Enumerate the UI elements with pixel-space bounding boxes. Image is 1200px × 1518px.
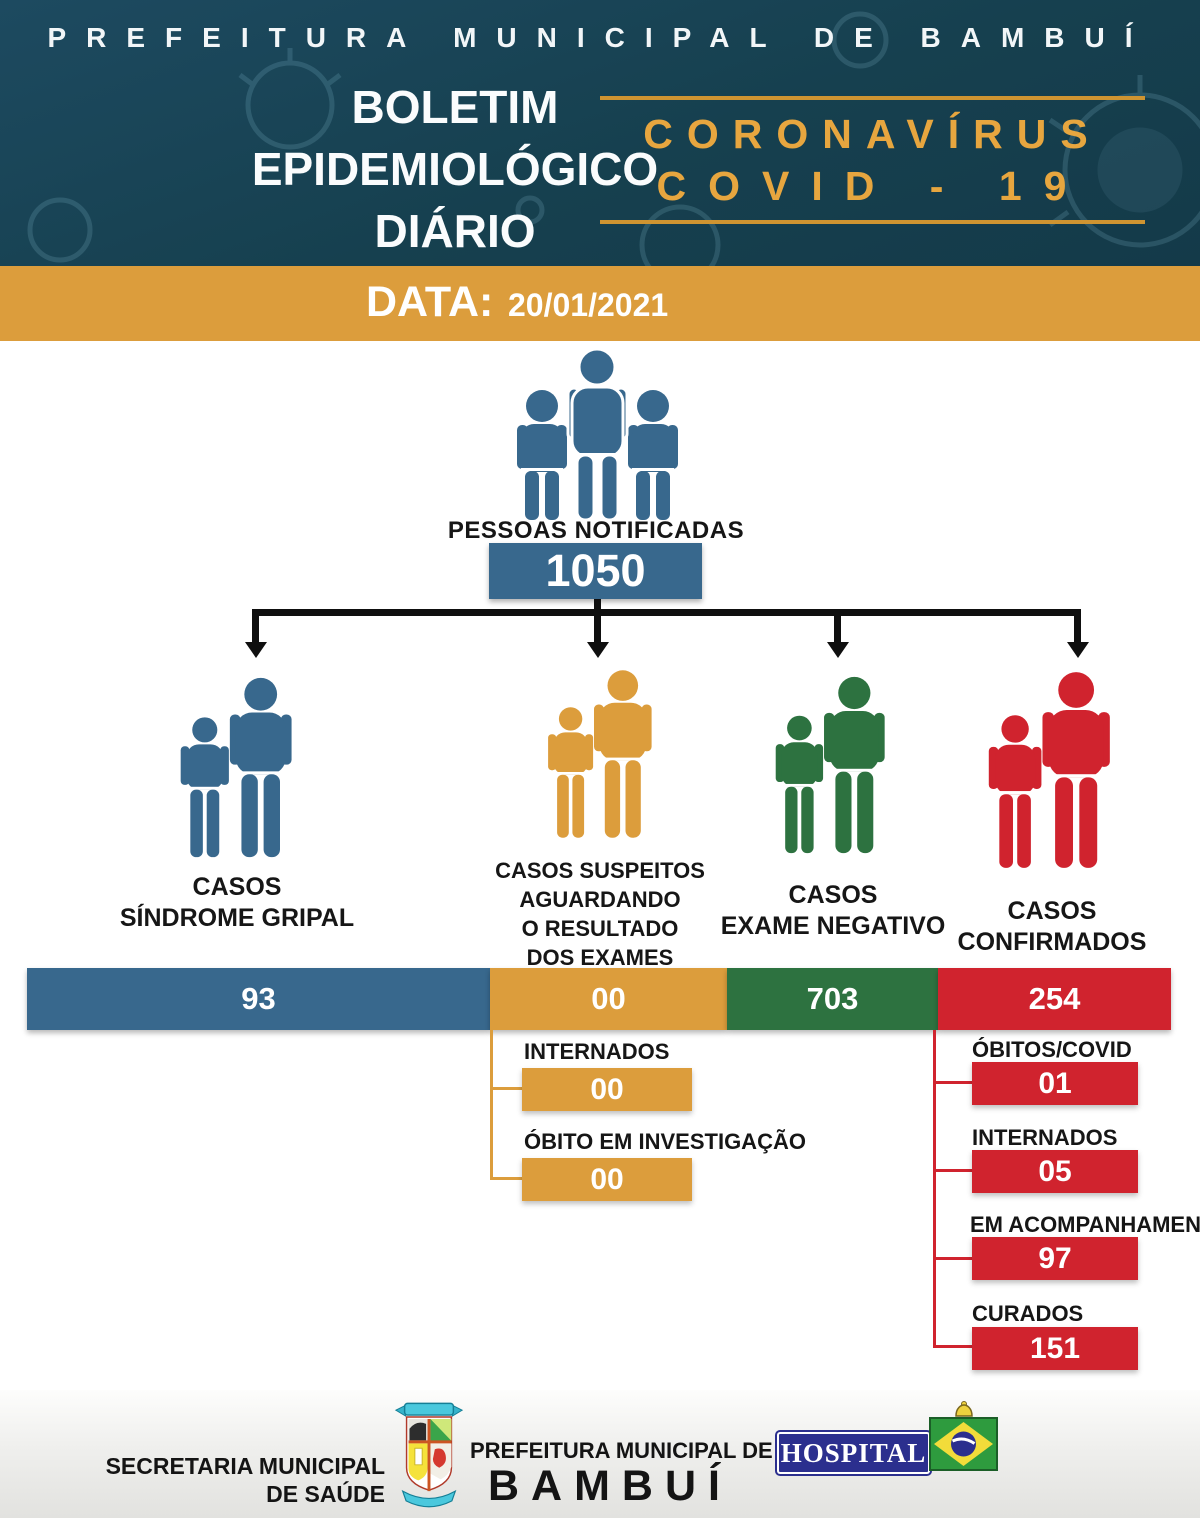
corona-title-line1: CORONAVÍRUS [643, 111, 1102, 157]
connector-root-stub [594, 599, 601, 611]
bambui-coat-of-arms-icon [394, 1402, 464, 1508]
label-line: CASOS [1007, 897, 1097, 925]
casos-sindrome-gripal-icon [180, 677, 292, 858]
label-line: CASOS [192, 873, 282, 901]
casos-confirmados-label: CASOS CONFIRMADOS [902, 896, 1200, 958]
label-line: CONFIRMADOS [957, 928, 1147, 956]
bulletin-title-line3: DIÁRIO [374, 205, 536, 257]
internados-confirmados-label: INTERNADOS [972, 1125, 1118, 1150]
casos-sindrome-gripal-label: CASOS SÍNDROME GRIPAL [87, 872, 387, 934]
corona-title-block: CORONAVÍRUS COVID - 19 [600, 96, 1145, 224]
suspeitos-connector-vertical [490, 1030, 493, 1180]
bulletin-title-line1: BOLETIM [351, 81, 559, 133]
date-value: 20/01/2021 [508, 287, 669, 323]
casos-suspeitos-value-bar: 00 [490, 968, 727, 1030]
root-value-box: 1050 [489, 543, 702, 599]
em-acompanhamento-label: EM ACOMPANHAMENTO [970, 1212, 1200, 1237]
header-banner: PREFEITURA MUNICIPAL DE BAMBUÍ BOLETIM E… [0, 0, 1200, 266]
label-line: O RESULTADO [521, 916, 679, 941]
arrow-down-icon [827, 642, 849, 658]
label-line: EXAME NEGATIVO [720, 912, 946, 940]
connector-drop-3 [834, 609, 841, 643]
suspeitos-connector-stub-1 [490, 1087, 522, 1090]
obito-investigacao-label: ÓBITO EM INVESTIGAÇÃO [524, 1129, 806, 1154]
casos-confirmados-value-bar: 254 [938, 968, 1171, 1030]
obitos-covid-value-box: 01 [972, 1062, 1138, 1105]
corona-title-line2: COVID - 19 [656, 163, 1089, 209]
connector-horizontal [252, 609, 1081, 616]
label-line: CASOS [788, 881, 878, 909]
corona-rule-bottom [600, 220, 1145, 224]
virus-decoration [27, 11, 1200, 266]
bulletin-title-line2: EPIDEMIOLÓGICO [251, 143, 659, 195]
corona-rule-top [600, 96, 1145, 100]
suspeitos-connector-stub-2 [490, 1177, 522, 1180]
casos-suspeitos-icon [548, 670, 652, 838]
connector-drop-4 [1074, 609, 1081, 643]
confirmados-connector-stub-3 [933, 1257, 972, 1260]
casos-confirmados-icon [988, 672, 1110, 868]
date-bar: DATA: 20/01/2021 [0, 266, 1200, 341]
confirmados-connector-stub-4 [933, 1345, 972, 1348]
label-line: DOS EXAMES [526, 945, 674, 970]
em-acompanhamento-value-box: 97 [972, 1237, 1138, 1280]
date-label: DATA: [366, 278, 494, 326]
obitos-covid-label: ÓBITOS/COVID [972, 1037, 1132, 1062]
confirmados-connector-stub-1 [933, 1081, 972, 1084]
casos-exame-negativo-icon [775, 676, 885, 854]
arrow-down-icon [1067, 642, 1089, 658]
secretaria-line2: DE SAÚDE [266, 1481, 385, 1507]
municipality-title: PREFEITURA MUNICIPAL DE BAMBUÍ [47, 22, 1153, 53]
crown-icon [955, 1401, 973, 1417]
people-group-icon [517, 348, 678, 520]
curados-value-box: 151 [972, 1327, 1138, 1370]
internados-suspeitos-value-box: 00 [522, 1068, 692, 1111]
internados-suspeitos-label: INTERNADOS [524, 1039, 670, 1064]
connector-drop-1 [252, 609, 259, 643]
casos-suspeitos-label: CASOS SUSPEITOS AGUARDANDO O RESULTADO D… [450, 856, 750, 972]
footer: SECRETARIA MUNICIPAL DE SAÚDE PREFEITURA… [0, 1390, 1200, 1518]
casos-sindrome-gripal-value-bar: 93 [27, 968, 490, 1030]
internados-confirmados-value-box: 05 [972, 1150, 1138, 1193]
casos-exame-negativo-value-bar: 703 [727, 968, 938, 1030]
bulletin-title: BOLETIM EPIDEMIOLÓGICO DIÁRIO [205, 76, 705, 262]
obito-investigacao-value-box: 00 [522, 1158, 692, 1201]
confirmados-connector-stub-2 [933, 1169, 972, 1172]
connector-drop-2 [594, 609, 601, 643]
curados-label: CURADOS [972, 1301, 1084, 1326]
hospital-wordmark-box: HOSPITAL [777, 1432, 930, 1474]
arrow-down-icon [245, 642, 267, 658]
brazil-flag-icon [929, 1401, 998, 1471]
secretaria-line1: SECRETARIA MUNICIPAL [105, 1453, 385, 1479]
confirmados-connector-vertical [933, 1030, 936, 1347]
secretaria-label: SECRETARIA MUNICIPAL DE SAÚDE [95, 1452, 385, 1508]
arrow-down-icon [587, 642, 609, 658]
root-label: PESSOAS NOTIFICADAS [447, 517, 745, 544]
prefeitura-name: BAMBUÍ [488, 1462, 732, 1510]
label-line: CASOS SUSPEITOS [495, 858, 705, 883]
prefeitura-label: PREFEITURA MUNICIPAL DE [470, 1438, 773, 1463]
label-line: AGUARDANDO [519, 887, 681, 912]
casos-exame-negativo-label: CASOS EXAME NEGATIVO [683, 880, 983, 942]
hospital-word: HOSPITAL [780, 1437, 927, 1468]
label-line: SÍNDROME GRIPAL [119, 904, 355, 932]
